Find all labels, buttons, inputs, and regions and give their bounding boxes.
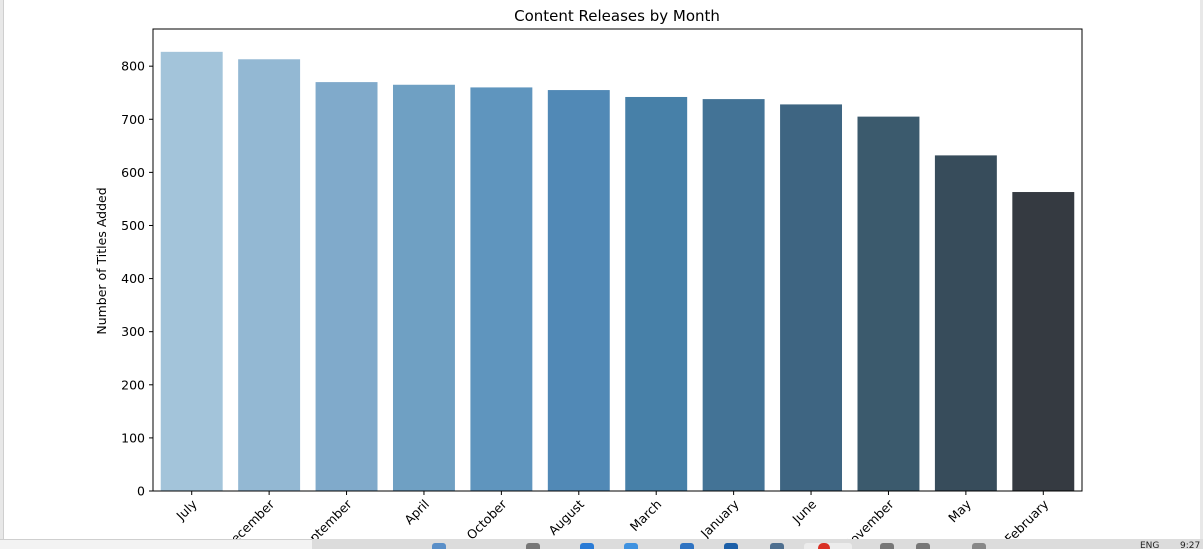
y-tick-label: 0 (137, 484, 145, 499)
app-icon[interactable] (624, 543, 638, 549)
bar-august (547, 90, 610, 491)
y-axis-label: Number of Titles Added (94, 187, 109, 334)
x-tick-label: June (789, 496, 820, 527)
x-tick-label: March (627, 497, 665, 535)
app-icon[interactable] (880, 543, 894, 549)
bar-january (702, 99, 765, 491)
bar-october (470, 87, 533, 492)
y-tick-label: 300 (121, 324, 145, 339)
chart-title: Content Releases by Month (514, 7, 720, 25)
bar-march (625, 96, 688, 491)
app-icon[interactable] (580, 543, 594, 549)
bar-july (160, 51, 223, 492)
chrome-icon[interactable] (818, 543, 830, 549)
bars-group (160, 51, 1075, 492)
y-tick-label: 100 (121, 430, 145, 445)
x-tick-label: May (945, 496, 974, 525)
y-tick-label: 600 (121, 165, 145, 180)
bar-february (1012, 192, 1075, 491)
y-axis-ticks: 0 100 200 300 400 500 600 700 800 (121, 59, 153, 499)
y-tick-label: 200 (121, 377, 145, 392)
clock[interactable]: 9:27 (1180, 541, 1201, 549)
x-tick-label: January (697, 496, 742, 541)
y-tick-label: 500 (121, 218, 145, 233)
app-icon[interactable] (770, 543, 784, 549)
app-icon[interactable] (432, 543, 446, 549)
bar-december (238, 59, 301, 491)
x-tick-label: August (545, 496, 587, 538)
window-bottom-bar (0, 539, 312, 549)
x-tick-label: October (464, 496, 511, 543)
app-icon[interactable] (916, 543, 930, 549)
bar-june (780, 104, 843, 492)
x-tick-label: April (401, 497, 432, 528)
bar-may (934, 155, 997, 491)
y-tick-label: 700 (121, 112, 145, 127)
app-icon[interactable] (680, 543, 694, 549)
bar-november (857, 116, 920, 491)
x-tick-label: July (173, 496, 201, 524)
bar-september (315, 82, 378, 491)
app-icon[interactable] (972, 543, 986, 549)
window-right-edge (1200, 0, 1203, 549)
app-icon[interactable] (724, 543, 738, 549)
taskbar: ENG 9:27 (312, 539, 1203, 549)
plot-frame (152, 28, 1083, 492)
bar-april (392, 84, 455, 492)
y-tick-label: 800 (121, 59, 145, 74)
y-tick-label: 400 (121, 271, 145, 286)
language-indicator[interactable]: ENG (1140, 541, 1160, 549)
app-icon[interactable] (526, 543, 540, 549)
window-left-edge (0, 0, 4, 549)
